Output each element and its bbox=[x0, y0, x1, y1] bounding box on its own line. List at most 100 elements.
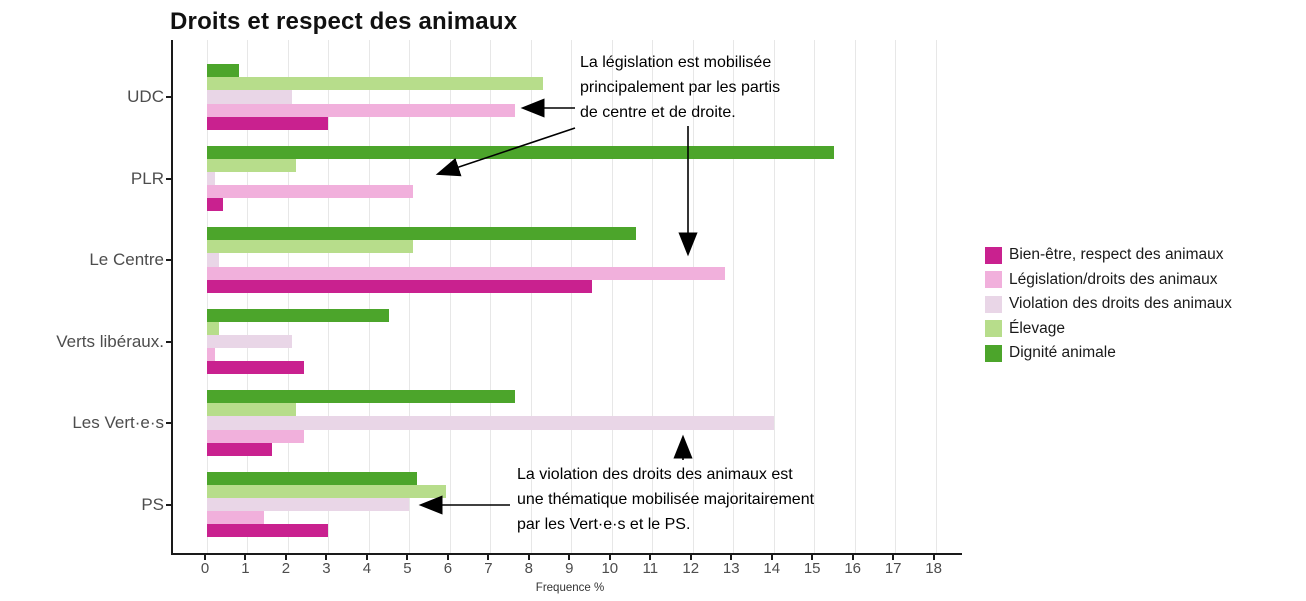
x-tick-8 bbox=[527, 555, 530, 560]
x-tick-0 bbox=[204, 555, 206, 560]
gridline-18 bbox=[935, 40, 937, 553]
x-tick-label-14: 14 bbox=[763, 560, 781, 577]
x-tick-11 bbox=[649, 555, 652, 560]
gridline-4 bbox=[368, 40, 370, 553]
y-tick bbox=[166, 503, 171, 506]
x-tick-label-1: 1 bbox=[241, 560, 250, 577]
x-tick-label-12: 12 bbox=[682, 560, 700, 577]
x-tick-6 bbox=[446, 555, 449, 560]
gridline-1 bbox=[247, 40, 249, 553]
bar-les-vert-e-s-4 bbox=[207, 390, 515, 404]
y-label-les-vert-e-s: Les Vert·e·s bbox=[72, 413, 164, 432]
legend-swatch-icon bbox=[985, 295, 1002, 313]
y-tick bbox=[166, 96, 171, 98]
x-tick-label-9: 9 bbox=[565, 560, 574, 577]
bar-les-vert-e-s-2 bbox=[207, 416, 774, 430]
x-tick-label-0: 0 bbox=[200, 560, 210, 577]
x-tick-label-7: 7 bbox=[484, 560, 493, 577]
bar-le-centre-2 bbox=[207, 253, 220, 267]
bar-plr-0 bbox=[207, 198, 224, 212]
gridline-12 bbox=[692, 40, 694, 553]
bar-plr-3 bbox=[207, 158, 297, 172]
bar-ps-2 bbox=[207, 497, 410, 512]
x-tick-label-5: 5 bbox=[403, 560, 412, 577]
bar-le-centre-0 bbox=[207, 279, 592, 293]
bar-verts-lib-raux--3 bbox=[207, 321, 220, 335]
y-tick bbox=[166, 177, 171, 180]
x-tick-3 bbox=[325, 555, 328, 560]
x-tick-17 bbox=[892, 555, 895, 560]
bar-ps-4 bbox=[207, 471, 418, 485]
bar-plr-2 bbox=[207, 171, 216, 186]
x-tick-label-10: 10 bbox=[601, 560, 619, 577]
x-tick-label-6: 6 bbox=[443, 560, 453, 577]
x-tick-2 bbox=[284, 555, 287, 560]
annotation-legislation: La législation est mobilisée principalem… bbox=[580, 54, 781, 121]
legend-swatch-icon bbox=[985, 271, 1002, 289]
bar-ps-0 bbox=[207, 524, 329, 538]
x-tick-label-15: 15 bbox=[803, 560, 821, 577]
bar-ps-3 bbox=[207, 484, 446, 498]
x-tick-4 bbox=[365, 555, 368, 560]
bar-plr-1 bbox=[207, 185, 414, 199]
x-tick-label-3: 3 bbox=[322, 560, 331, 577]
plot-panel bbox=[171, 40, 962, 555]
chart-title: Droits et respect des animaux bbox=[170, 8, 518, 35]
legend-item-3: Élevage bbox=[985, 317, 1232, 342]
gridline-11 bbox=[652, 40, 654, 553]
bar-verts-lib-raux--0 bbox=[207, 361, 305, 375]
gridline-2 bbox=[287, 40, 289, 553]
legend-swatch-icon bbox=[985, 246, 1002, 264]
gridline-9 bbox=[571, 40, 573, 553]
x-tick-label-17: 17 bbox=[884, 560, 902, 577]
bar-les-vert-e-s-0 bbox=[207, 442, 272, 456]
bar-les-vert-e-s-1 bbox=[207, 429, 305, 443]
legend-label: Législation/droits des animaux bbox=[1009, 270, 1218, 288]
y-tick bbox=[166, 340, 171, 343]
bar-les-vert-e-s-3 bbox=[207, 403, 297, 417]
gridline-0 bbox=[207, 40, 208, 553]
x-tick-5 bbox=[406, 555, 409, 560]
x-tick-12 bbox=[689, 555, 692, 560]
y-tick bbox=[166, 259, 171, 261]
legend-item-2: Violation des droits des animaux bbox=[985, 292, 1232, 317]
bar-udc-4 bbox=[207, 64, 240, 78]
x-tick-1 bbox=[244, 555, 247, 560]
x-tick-label-18: 18 bbox=[925, 560, 942, 577]
x-tick-label-2: 2 bbox=[281, 560, 291, 577]
legend-item-0: Bien-être, respect des animaux bbox=[985, 243, 1232, 268]
gridline-6 bbox=[449, 40, 451, 553]
bar-ps-1 bbox=[207, 511, 264, 525]
legend-label: Élevage bbox=[1009, 319, 1066, 337]
x-tick-label-4: 4 bbox=[362, 560, 372, 577]
bar-udc-1 bbox=[207, 103, 515, 117]
bar-le-centre-4 bbox=[207, 227, 637, 241]
gridline-17 bbox=[895, 40, 897, 553]
y-label-udc: UDC bbox=[127, 87, 164, 106]
y-label-verts-lib-raux-: Verts libéraux. bbox=[56, 331, 164, 351]
bar-le-centre-1 bbox=[207, 266, 726, 280]
y-label-plr: PLR bbox=[130, 168, 164, 188]
y-tick bbox=[166, 422, 171, 424]
bar-le-centre-3 bbox=[207, 240, 414, 254]
legend: Bien-être, respect des animaux Législatio… bbox=[985, 243, 1232, 366]
bar-udc-2 bbox=[207, 90, 292, 104]
x-tick-label-11: 11 bbox=[642, 560, 659, 577]
x-axis-title: Frequence % bbox=[535, 582, 605, 594]
y-label-le-centre: Le Centre bbox=[89, 250, 164, 269]
annotation-violation: La violation des droits des animaux est … bbox=[517, 466, 815, 533]
gridline-15 bbox=[814, 40, 816, 553]
y-label-ps: PS bbox=[141, 494, 164, 514]
x-tick-14 bbox=[770, 555, 773, 560]
x-tick-16 bbox=[851, 555, 854, 560]
legend-item-4: Dignité animale bbox=[985, 341, 1232, 366]
x-tick-18 bbox=[932, 555, 935, 560]
gridline-16 bbox=[854, 40, 856, 553]
legend-item-1: Législation/droits des animaux bbox=[985, 268, 1232, 293]
gridline-5 bbox=[409, 40, 411, 553]
legend-label: Bien-être, respect des animaux bbox=[1009, 246, 1224, 264]
bar-udc-3 bbox=[207, 77, 543, 91]
x-tick-label-8: 8 bbox=[524, 560, 533, 577]
gridline-8 bbox=[530, 40, 532, 553]
x-tick-13 bbox=[730, 555, 733, 560]
